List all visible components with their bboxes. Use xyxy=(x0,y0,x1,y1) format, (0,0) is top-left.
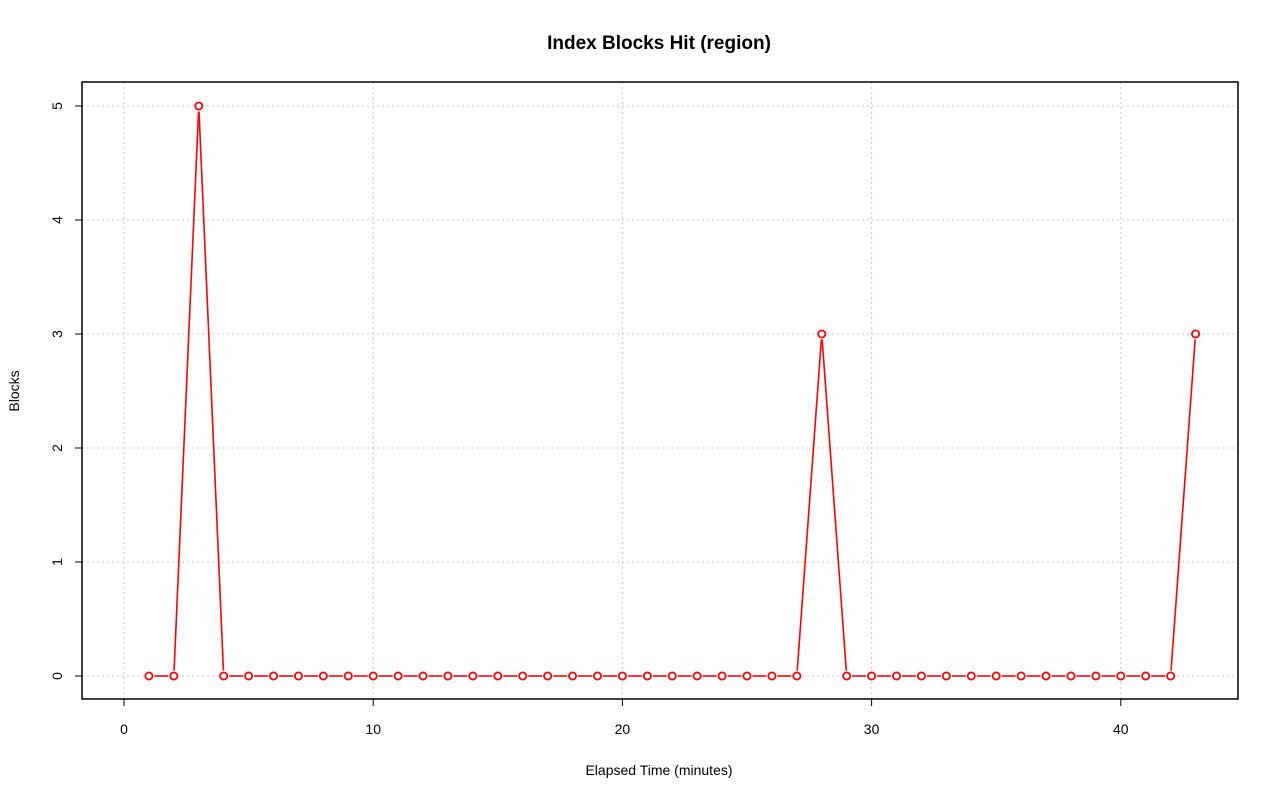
data-point xyxy=(543,671,553,681)
grid xyxy=(82,82,1238,699)
data-point xyxy=(343,671,353,681)
y-tick-label: 2 xyxy=(49,444,65,452)
data-point xyxy=(518,671,528,681)
data-point xyxy=(318,671,328,681)
series-line-segment xyxy=(821,339,848,671)
data-point xyxy=(842,671,852,681)
data-point xyxy=(293,671,303,681)
chart-title: Index Blocks Hit (region) xyxy=(547,33,771,54)
data-point xyxy=(941,671,951,681)
data-point xyxy=(966,671,976,681)
series-line-segment xyxy=(796,339,823,671)
y-axis-label: Blocks xyxy=(6,370,22,411)
data-point xyxy=(1016,671,1026,681)
data-point xyxy=(916,671,926,681)
x-tick-label: 10 xyxy=(365,721,381,737)
data-point xyxy=(991,671,1001,681)
y-tick-label: 0 xyxy=(49,672,65,680)
data-point xyxy=(269,671,279,681)
points-layer xyxy=(144,101,1201,681)
data-point xyxy=(1141,671,1151,681)
series-line-segment xyxy=(198,111,225,671)
series-layer xyxy=(154,111,1196,677)
data-point xyxy=(468,671,478,681)
data-point xyxy=(1116,671,1126,681)
data-point xyxy=(144,671,154,681)
data-point xyxy=(667,671,677,681)
data-point xyxy=(194,101,204,111)
data-point xyxy=(692,671,702,681)
data-point xyxy=(418,671,428,681)
data-point xyxy=(767,671,777,681)
data-point xyxy=(169,671,179,681)
data-point xyxy=(368,671,378,681)
y-tick-label: 1 xyxy=(49,558,65,566)
x-tick-label: 30 xyxy=(864,721,880,737)
data-point xyxy=(568,671,578,681)
data-point xyxy=(717,671,727,681)
x-tick-label: 40 xyxy=(1113,721,1129,737)
plot-frame xyxy=(81,81,1239,700)
data-point xyxy=(892,671,902,681)
data-point xyxy=(443,671,453,681)
data-point xyxy=(1041,671,1051,681)
data-point xyxy=(1166,671,1176,681)
data-point xyxy=(817,329,827,339)
data-point xyxy=(244,671,254,681)
x-axis-label: Elapsed Time (minutes) xyxy=(585,762,732,778)
data-point xyxy=(393,671,403,681)
axes: 0 10 20 30 40 0 1 2 3 4 5 xyxy=(49,102,1129,737)
data-point xyxy=(219,671,229,681)
data-point xyxy=(592,671,602,681)
series-line-segment xyxy=(173,111,200,671)
series-line-segment xyxy=(1170,339,1196,671)
data-point xyxy=(792,671,802,681)
data-point xyxy=(1191,329,1201,339)
y-tick-label: 4 xyxy=(49,216,65,224)
data-point xyxy=(1091,671,1101,681)
y-tick-label: 5 xyxy=(49,102,65,110)
x-tick-label: 20 xyxy=(615,721,631,737)
data-point xyxy=(742,671,752,681)
data-point xyxy=(867,671,877,681)
data-point xyxy=(617,671,627,681)
data-point xyxy=(1066,671,1076,681)
data-point xyxy=(493,671,503,681)
data-point xyxy=(642,671,652,681)
y-tick-label: 3 xyxy=(49,330,65,338)
x-tick-label: 0 xyxy=(120,721,128,737)
